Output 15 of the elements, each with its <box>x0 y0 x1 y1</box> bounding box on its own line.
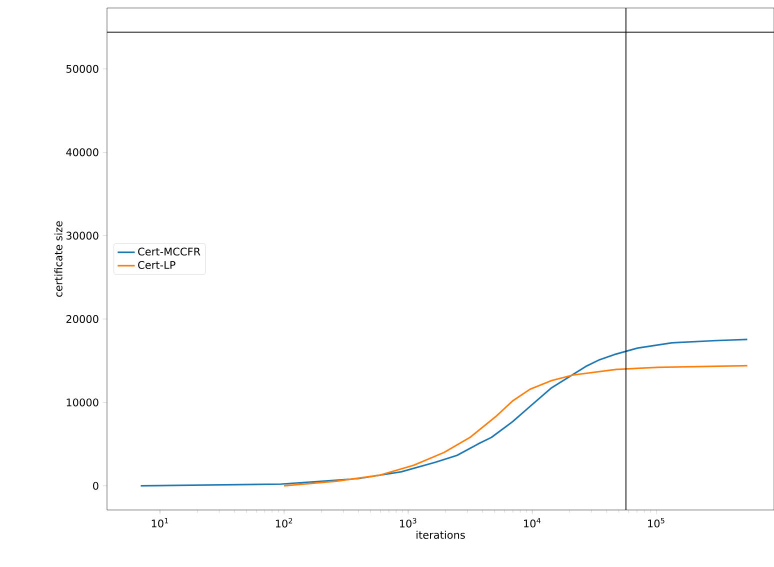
y-tick-label: 30000 <box>66 232 98 240</box>
y-tick-label: 50000 <box>66 64 98 73</box>
x-axis-title: iterations <box>416 530 465 539</box>
y-tick-label: 20000 <box>66 315 98 323</box>
y-tick-label: 10000 <box>66 398 98 406</box>
x-tick-label: 10$^{5}$ <box>648 518 664 528</box>
legend-label: Cert-MCCFR <box>138 248 200 256</box>
x-tick-label: 10$^{4}$ <box>524 518 541 528</box>
y-axis-title: certificate size <box>54 221 62 297</box>
x-tick-label: 10$^{1}$ <box>152 518 168 528</box>
legend-label: Cert-LP <box>138 260 176 269</box>
x-tick-label: 10$^{3}$ <box>400 518 416 528</box>
y-tick-label: 0 <box>93 482 98 490</box>
x-tick-label: 10$^{2}$ <box>276 518 292 528</box>
y-tick-label: 40000 <box>66 148 98 156</box>
